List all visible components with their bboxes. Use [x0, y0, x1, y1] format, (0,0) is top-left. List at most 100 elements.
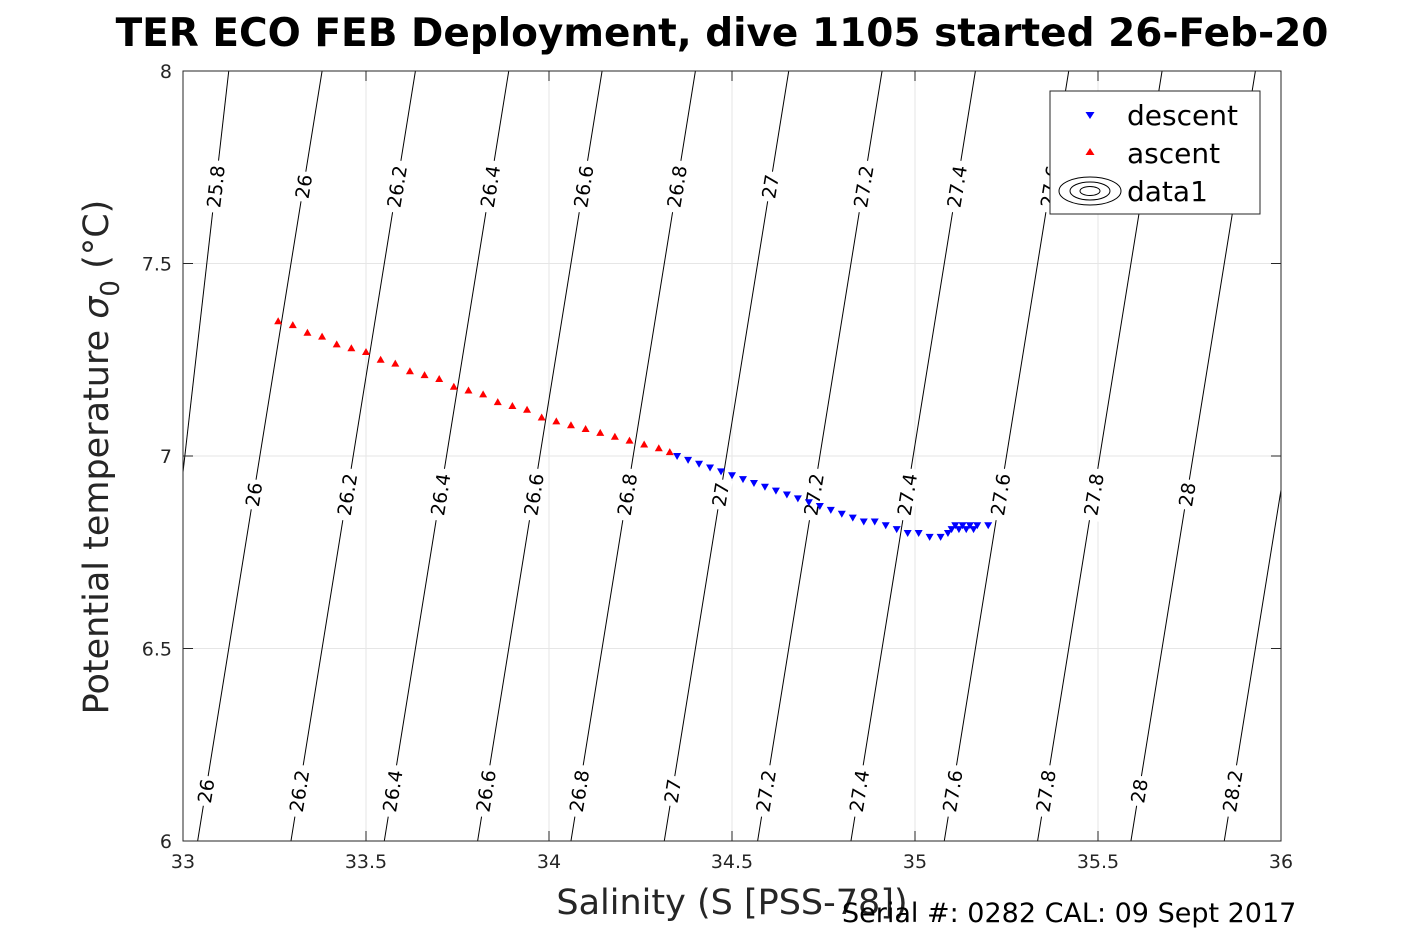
ascent-point	[523, 405, 532, 413]
descent-point	[903, 530, 912, 537]
legend-data1-label: data1	[1127, 175, 1208, 208]
descent-point	[684, 456, 693, 464]
contour-label-bg	[476, 159, 505, 214]
legend-descent-label: descent	[1127, 99, 1238, 132]
contour-label-bg	[332, 467, 361, 522]
contour-label: 25.8	[203, 164, 230, 209]
x-tick-label: 35	[903, 851, 927, 873]
descent-point	[738, 476, 747, 484]
ascent-point	[596, 428, 605, 436]
legend-contour-icon	[1058, 176, 1122, 206]
y-axis-label-main: Potential temperature	[77, 319, 117, 715]
ascent-point	[537, 413, 546, 421]
contour-label-bg	[519, 467, 548, 522]
descent-point	[717, 468, 726, 476]
descent-point	[969, 526, 978, 534]
descent-point	[936, 533, 945, 541]
contour-label-bg	[612, 467, 641, 522]
x-tick-label: 33.5	[345, 851, 387, 873]
y-tick-label: 7.5	[142, 254, 172, 276]
ascent-point	[347, 344, 356, 352]
ascent-point	[303, 328, 312, 336]
ascent-point	[640, 440, 649, 448]
contour-label-bg	[1174, 478, 1200, 511]
x-tick-label: 35.5	[1077, 851, 1119, 873]
ascent-point	[391, 359, 400, 367]
ascent-point	[566, 421, 575, 429]
ascent-point	[405, 367, 414, 375]
descent-point	[760, 483, 769, 491]
contour-label-bg	[285, 763, 314, 819]
contour-label: 28	[1175, 481, 1201, 508]
y-axis-label-unit: (°C)	[77, 200, 117, 280]
ascent-point	[420, 371, 429, 379]
descent-point	[954, 526, 963, 534]
serial-calibration-note: Serial #: 0282 CAL: 09 Sept 2017	[842, 898, 1297, 929]
ascent-point	[274, 317, 283, 325]
ascent-point	[654, 444, 663, 452]
contour-label-bg	[193, 774, 218, 808]
descent-point	[771, 487, 780, 495]
descent-point	[804, 499, 813, 507]
descent-point	[859, 518, 868, 526]
descent-point	[947, 526, 956, 534]
y-tick-label: 7	[160, 446, 172, 468]
contour-label-bg	[1126, 774, 1152, 808]
ascent-series	[274, 317, 674, 456]
contour-label: 27	[661, 777, 687, 804]
contour-label-bg	[569, 159, 598, 214]
descent-point	[673, 453, 682, 460]
descent-point	[951, 522, 960, 530]
x-tick-label: 36	[1269, 851, 1293, 873]
contour-label-bg	[1079, 467, 1108, 522]
descent-point	[881, 522, 890, 530]
contour-label-bg	[426, 467, 455, 522]
contour-label-bg	[241, 478, 266, 511]
y-axis-ticks: 6 6.5 7 7.5 8	[142, 61, 1281, 853]
legend-box	[1049, 90, 1261, 215]
descent-point	[782, 491, 791, 499]
y-tick-label: 8	[160, 61, 172, 83]
descent-point	[973, 522, 982, 530]
ascent-point	[581, 425, 590, 433]
legend-descent-marker	[1085, 112, 1095, 119]
chart-title: TER ECO FEB Deployment, dive 1105 starte…	[116, 11, 1329, 56]
ascent-point	[665, 448, 674, 456]
descent-point	[914, 530, 923, 537]
contour-label-bg	[849, 159, 878, 214]
contour-label-bg	[662, 159, 691, 214]
isopycnal-labels: 25.8 26262626.226.226.226.426.426.426.626…	[193, 159, 1250, 819]
contour-label-bg	[378, 763, 407, 819]
legend-ascent-marker	[1085, 148, 1095, 155]
contour-label: 28	[1127, 777, 1153, 804]
contour-label-bg	[892, 467, 921, 522]
descent-point	[837, 510, 846, 518]
contour-label-bg	[1031, 763, 1060, 819]
descent-point	[848, 514, 857, 522]
contour-label-bg	[938, 763, 967, 819]
descent-point	[958, 522, 967, 530]
descent-point	[965, 522, 974, 530]
ascent-point	[479, 390, 488, 398]
ascent-point	[332, 340, 341, 348]
contour-label-bg	[291, 170, 316, 203]
contour-label: 26	[292, 173, 318, 200]
ascent-point	[625, 436, 634, 444]
contour-label-bg	[751, 763, 780, 819]
descent-point	[892, 526, 901, 534]
contour-label-bg	[708, 478, 733, 511]
y-tick-label: 6.5	[142, 639, 172, 661]
descent-point	[815, 503, 824, 511]
x-tick-label: 34	[537, 851, 561, 873]
ascent-point	[376, 355, 385, 363]
contour-label: 26	[194, 777, 220, 804]
contour-label: 27	[758, 173, 784, 200]
descent-series	[673, 453, 993, 541]
contour-label: 27	[708, 481, 734, 508]
x-axis-ticks: 33 33.5 34 34.5 35 35.5 36	[171, 71, 1293, 873]
ascent-point	[464, 386, 473, 394]
y-axis-label-sub: 0	[96, 280, 126, 297]
ascent-point	[362, 348, 370, 356]
descent-point	[749, 479, 758, 487]
